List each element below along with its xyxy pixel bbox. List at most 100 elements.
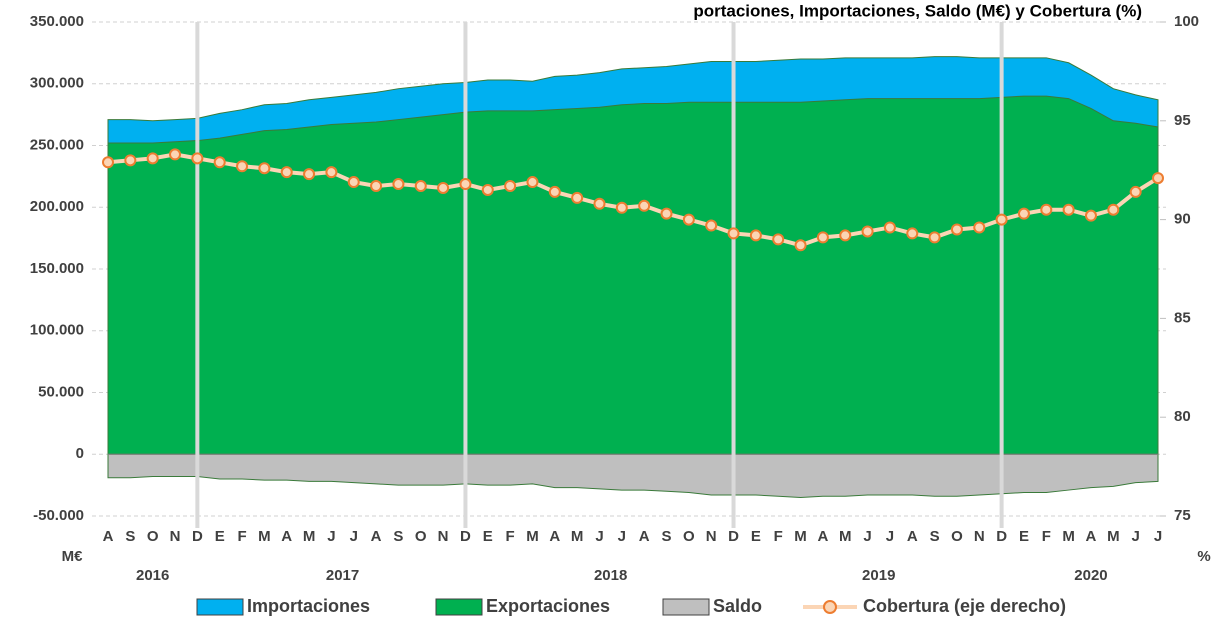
marker: [504, 180, 517, 193]
y2-tick-label: 100: [1174, 13, 1199, 30]
y-tick-label: -50.000: [33, 507, 84, 524]
marker: [1040, 203, 1053, 216]
y-tick-label: 0: [76, 445, 84, 462]
x-tick-label: E: [215, 528, 225, 545]
marker: [571, 191, 584, 204]
legend-label: Importaciones: [247, 596, 370, 616]
x-tick-label: S: [930, 528, 940, 545]
area: [107, 453, 1159, 498]
x-tick-label: D: [460, 528, 471, 545]
marker: [548, 185, 561, 198]
y-tick-label: 250.000: [30, 136, 84, 153]
y2-tick-label: 90: [1174, 211, 1191, 228]
marker: [1017, 207, 1030, 220]
y-unit: M€: [62, 548, 83, 565]
y2-unit: %: [1197, 548, 1210, 565]
x-tick-label: J: [595, 528, 603, 545]
marker: [169, 148, 182, 161]
marker: [950, 223, 963, 236]
year-label: 2016: [136, 567, 169, 584]
marker: [727, 227, 740, 240]
x-tick-label: N: [974, 528, 985, 545]
marker: [749, 229, 762, 242]
x-tick-label: N: [170, 528, 181, 545]
x-tick-label: A: [549, 528, 560, 545]
legend-label: Cobertura (eje derecho): [863, 596, 1066, 616]
marker: [258, 162, 271, 175]
marker: [437, 181, 450, 194]
y-tick-label: 350.000: [30, 13, 84, 30]
marker: [1107, 203, 1120, 216]
year-label: 2017: [326, 567, 359, 584]
marker: [839, 229, 852, 242]
x-tick-label: M: [526, 528, 539, 545]
x-tick-label: M: [571, 528, 584, 545]
marker: [459, 178, 472, 191]
marker: [146, 152, 159, 165]
marker: [280, 166, 293, 179]
x-tick-label: D: [192, 528, 203, 545]
x-tick-label: M: [1107, 528, 1120, 545]
x-tick-label: M: [303, 528, 316, 545]
marker: [1152, 172, 1164, 185]
x-tick-label: J: [1154, 528, 1162, 545]
x-tick-label: J: [1131, 528, 1139, 545]
legend-marker: [823, 600, 837, 614]
marker: [705, 219, 718, 232]
marker: [638, 199, 651, 212]
x-tick-label: A: [371, 528, 382, 545]
y-tick-label: 100.000: [30, 322, 84, 339]
x-tick-label: J: [886, 528, 894, 545]
marker: [660, 207, 673, 220]
x-tick-label: O: [683, 528, 695, 545]
x-tick-label: A: [907, 528, 918, 545]
year-label: 2020: [1074, 567, 1107, 584]
legend-label: Saldo: [713, 596, 762, 616]
x-tick-label: A: [1086, 528, 1097, 545]
x-tick-label: F: [506, 528, 515, 545]
x-tick-label: E: [751, 528, 761, 545]
marker: [370, 180, 383, 193]
x-tick-label: M: [839, 528, 852, 545]
marker: [973, 221, 986, 234]
x-tick-label: D: [728, 528, 739, 545]
marker: [325, 166, 338, 179]
marker: [861, 225, 874, 238]
x-tick-label: M: [258, 528, 271, 545]
x-tick-label: A: [639, 528, 650, 545]
y2-tick-label: 95: [1174, 112, 1191, 129]
marker: [347, 176, 360, 189]
marker: [213, 156, 226, 169]
y-tick-label: 150.000: [30, 260, 84, 277]
x-tick-label: A: [817, 528, 828, 545]
marker: [1062, 203, 1075, 216]
x-tick-label: F: [1042, 528, 1051, 545]
x-tick-label: O: [415, 528, 427, 545]
marker: [526, 176, 539, 189]
x-tick-label: J: [618, 528, 626, 545]
marker: [102, 156, 114, 169]
legend-swatch: [662, 598, 710, 616]
y-tick-label: 50.000: [38, 383, 84, 400]
x-tick-label: N: [438, 528, 449, 545]
x-tick-label: F: [774, 528, 783, 545]
x-tick-label: J: [327, 528, 335, 545]
marker: [414, 180, 427, 193]
x-tick-label: E: [1019, 528, 1029, 545]
marker: [883, 221, 896, 234]
x-tick-label: N: [706, 528, 717, 545]
marker: [303, 168, 316, 181]
y2-tick-label: 85: [1174, 309, 1191, 326]
chart-title: portaciones, Importaciones, Saldo (M€) y…: [693, 1, 1142, 20]
x-tick-label: S: [125, 528, 135, 545]
x-tick-label: J: [350, 528, 358, 545]
x-tick-label: D: [996, 528, 1007, 545]
year-label: 2018: [594, 567, 627, 584]
marker: [906, 227, 919, 240]
x-tick-label: O: [147, 528, 159, 545]
legend-label: Exportaciones: [486, 596, 610, 616]
legend-swatch: [196, 598, 244, 616]
marker: [615, 201, 628, 214]
year-label: 2019: [862, 567, 895, 584]
